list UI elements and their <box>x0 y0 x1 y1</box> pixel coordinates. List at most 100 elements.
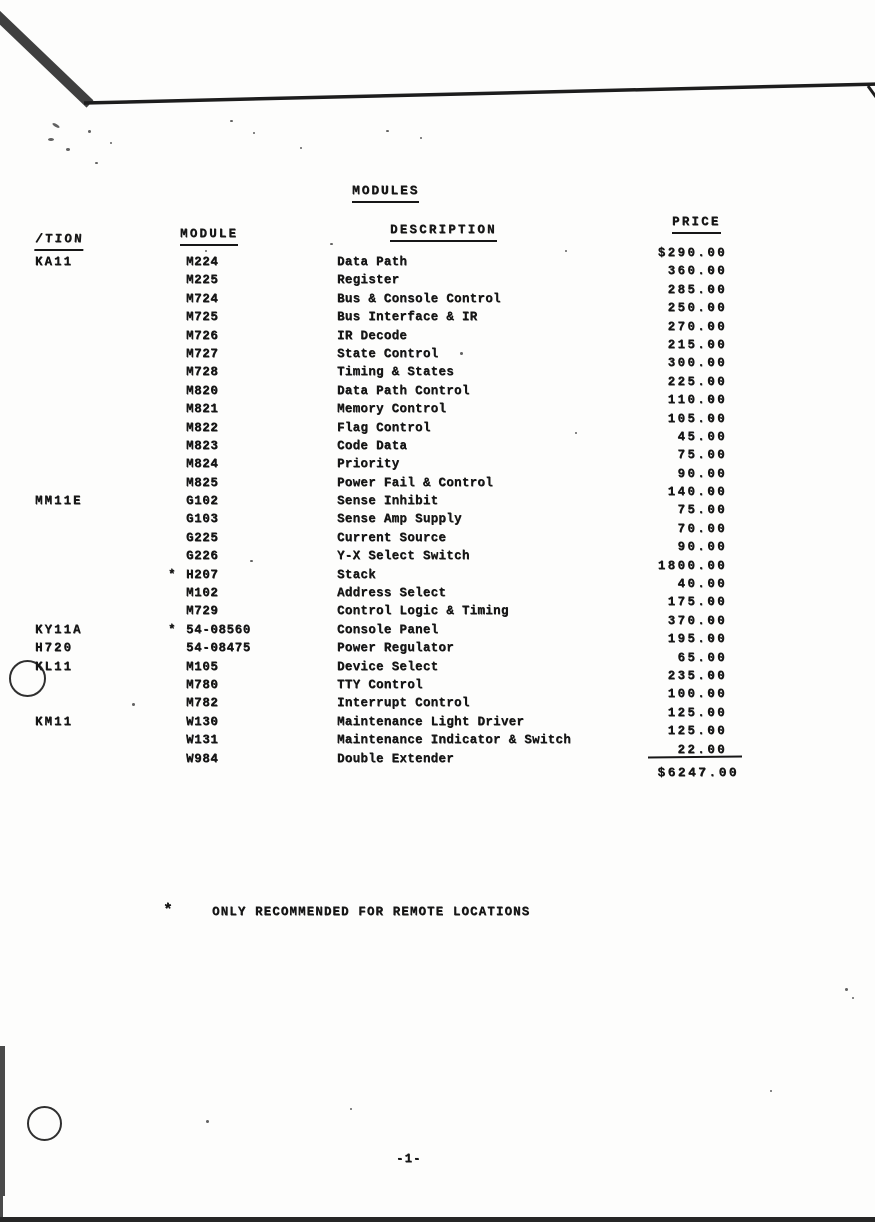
description-cell: Memory Control <box>337 402 447 417</box>
module-cell: 54-08560 <box>186 622 251 637</box>
page-top-edge-line <box>83 82 875 105</box>
price-cell: 285.00 <box>667 282 727 297</box>
page-corner-fold-line <box>0 10 94 108</box>
option-cell: MM11E <box>35 494 83 509</box>
module-cell: G226 <box>186 549 219 564</box>
total-price: $6247.00 <box>657 765 739 780</box>
option-cell: KM11 <box>35 714 74 729</box>
price-cell: 195.00 <box>667 632 727 647</box>
module-cell: M726 <box>186 328 219 343</box>
module-cell: M780 <box>186 677 219 692</box>
star-marker: * <box>168 622 176 637</box>
scan-speck <box>230 120 233 122</box>
module-cell: M224 <box>186 255 219 269</box>
table-row: G225 Current Source 70.00 <box>0 522 875 547</box>
description-cell: Sense Amp Supply <box>337 512 462 527</box>
table-row: MM11E G102 Sense Inhibit 140.00 <box>0 485 875 510</box>
module-cell: M729 <box>186 604 219 619</box>
page-title: MODULES <box>352 182 420 204</box>
price-cell: 300.00 <box>667 356 727 371</box>
table-row: M780 TTY Control 235.00 <box>0 669 875 694</box>
price-cell: 370.00 <box>667 613 727 628</box>
module-cell: M102 <box>186 586 219 601</box>
module-cell: G225 <box>186 530 219 545</box>
price-cell: 110.00 <box>667 393 727 408</box>
module-cell: M782 <box>186 696 219 711</box>
module-cell: M825 <box>186 475 219 490</box>
option-cell: KY11A <box>35 622 83 637</box>
module-cell: M727 <box>186 346 219 361</box>
scan-speck <box>460 352 463 355</box>
scan-speck <box>565 250 567 252</box>
module-cell: 54-08475 <box>186 641 251 656</box>
table-row: M724 Bus & Console Control 285.00 <box>0 283 875 308</box>
module-cell: M728 <box>186 365 219 380</box>
description-cell: Y-X Select Switch <box>337 549 470 564</box>
description-cell: Current Source <box>337 530 447 545</box>
table-row: M727 State Control 215.00 <box>0 338 875 363</box>
scan-speck <box>51 122 61 129</box>
description-cell: Code Data <box>337 438 408 453</box>
price-cell: 105.00 <box>667 411 727 426</box>
price-cell: 1800.00 <box>657 558 727 573</box>
scan-speck <box>386 130 389 132</box>
scan-speck <box>66 148 70 151</box>
table-row: M782 Interrupt Control 100.00 <box>0 687 875 712</box>
price-cell: 65.00 <box>677 650 727 665</box>
table-row: * H207 Stack 1800.00 <box>0 559 875 584</box>
option-cell: H720 <box>35 641 74 656</box>
description-cell: Flag Control <box>337 420 431 435</box>
option-cell: KL11 <box>35 659 74 674</box>
module-cell: W130 <box>186 714 219 729</box>
table-row: KM11 W130 Maintenance Light Driver 125.0… <box>0 706 875 731</box>
description-cell: Timing & States <box>337 365 455 380</box>
module-cell: M820 <box>186 383 219 398</box>
price-cell: 75.00 <box>677 448 727 463</box>
price-cell: 40.00 <box>677 577 727 592</box>
description-cell: Power Fail & Control <box>337 475 494 490</box>
price-cell: 125.00 <box>667 724 727 739</box>
scan-speck <box>330 243 333 245</box>
description-cell: Data Path <box>337 255 408 269</box>
footnote-text: ONLY RECOMMENDED FOR REMOTE LOCATIONS <box>212 905 531 919</box>
table-row: W131 Maintenance Indicator & Switch 125.… <box>0 724 875 749</box>
column-header-description: DESCRIPTION <box>390 221 497 243</box>
module-cell: M821 <box>186 402 219 417</box>
table-row: M821 Memory Control 110.00 <box>0 393 875 418</box>
column-header-price: PRICE <box>672 213 721 235</box>
price-cell: 225.00 <box>667 374 727 389</box>
price-cell: 235.00 <box>667 668 727 683</box>
description-cell: IR Decode <box>337 328 408 343</box>
table-row: M726 IR Decode 270.00 <box>0 320 875 345</box>
scan-speck <box>350 1108 352 1110</box>
module-table-rows: KA11 M224 Data Path $290.00 M225 Registe… <box>0 246 875 768</box>
description-cell: State Control <box>337 346 439 361</box>
scan-speck <box>205 250 207 252</box>
option-cell: KA11 <box>35 255 74 269</box>
price-cell: $290.00 <box>657 246 727 260</box>
table-row: KY11A * 54-08560 Console Panel 370.00 <box>0 614 875 639</box>
module-cell: M824 <box>186 457 219 472</box>
table-row: M825 Power Fail & Control 90.00 <box>0 467 875 492</box>
price-cell: 90.00 <box>677 466 727 481</box>
table-row: M822 Flag Control 105.00 <box>0 412 875 437</box>
description-cell: Bus Interface & IR <box>337 310 478 325</box>
description-cell: Stack <box>337 567 377 582</box>
table-row: M102 Address Select 40.00 <box>0 577 875 602</box>
module-cell: M725 <box>186 310 219 325</box>
scan-speck <box>110 142 112 144</box>
price-cell: 75.00 <box>677 503 727 518</box>
description-cell: Double Extender <box>337 751 455 766</box>
hole-punch-circle <box>9 660 46 697</box>
module-cell: G103 <box>186 512 219 527</box>
table-row: M725 Bus Interface & IR 250.00 <box>0 301 875 326</box>
price-cell: 45.00 <box>677 429 727 444</box>
scan-speck <box>48 138 54 141</box>
scan-left-edge-streak <box>0 1188 3 1218</box>
description-cell: Interrupt Control <box>337 696 470 711</box>
price-cell: 125.00 <box>667 705 727 720</box>
price-cell: 140.00 <box>667 485 727 500</box>
footnote-marker: * <box>163 901 173 919</box>
module-cell: W131 <box>186 733 219 748</box>
